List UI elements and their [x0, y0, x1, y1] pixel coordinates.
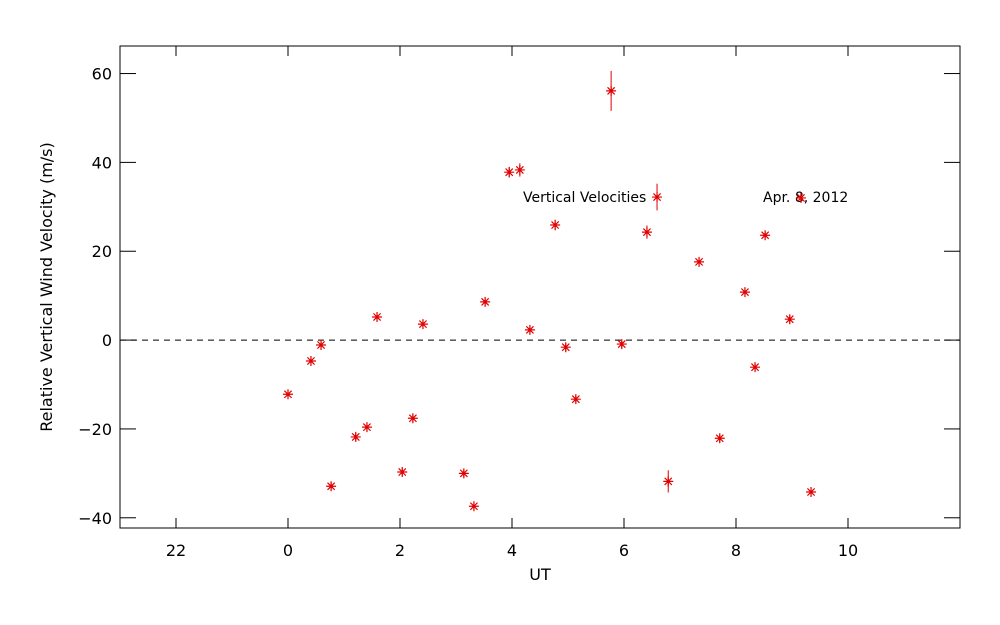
data-point [326, 481, 337, 492]
y-tick-label: 20 [92, 242, 112, 261]
data-point [560, 342, 571, 353]
x-tick-label: 8 [731, 541, 741, 560]
data-point [694, 256, 705, 267]
data-point [606, 85, 617, 96]
data-point [570, 394, 581, 405]
x-tick-label: 22 [166, 541, 186, 560]
y-tick-label: −40 [78, 509, 112, 528]
data-point [514, 164, 525, 175]
data-point [407, 413, 418, 424]
data-point [350, 431, 361, 442]
y-tick-label: 0 [102, 331, 112, 350]
data-point [760, 230, 771, 241]
data-point [795, 192, 806, 203]
data-point [641, 227, 652, 238]
plot-frame [119, 45, 961, 529]
y-axis-label: Relative Vertical Wind Velocity (m/s) [37, 142, 56, 432]
x-axis-label: UT [529, 565, 551, 584]
x-tick-label: 0 [283, 541, 293, 560]
data-point [663, 476, 674, 487]
data-point [305, 355, 316, 366]
data-point [417, 319, 428, 330]
y-tick-label: −20 [78, 420, 112, 439]
data-point [372, 311, 383, 322]
data-point [468, 501, 479, 512]
data-point [652, 192, 663, 203]
data-point [361, 422, 372, 433]
data-point [504, 167, 515, 178]
data-point [283, 389, 293, 400]
data-point [714, 433, 725, 444]
y-tick-label: 60 [92, 65, 112, 84]
x-tick-label: 2 [395, 541, 405, 560]
data-point [480, 296, 491, 307]
data-point [524, 324, 535, 335]
data-point [784, 314, 795, 325]
data-point [739, 287, 750, 298]
data-point [458, 468, 469, 479]
x-tick-label: 10 [838, 541, 858, 560]
data-point [397, 467, 408, 478]
data-point [750, 362, 761, 373]
data-point [616, 339, 627, 350]
data-point [806, 487, 817, 498]
data-point [316, 339, 327, 350]
data-point [550, 220, 561, 231]
y-tick-label: 40 [92, 153, 112, 172]
annotation: Vertical Velocities [523, 190, 646, 206]
x-tick-label: 6 [619, 541, 629, 560]
x-tick-label: 4 [507, 541, 517, 560]
